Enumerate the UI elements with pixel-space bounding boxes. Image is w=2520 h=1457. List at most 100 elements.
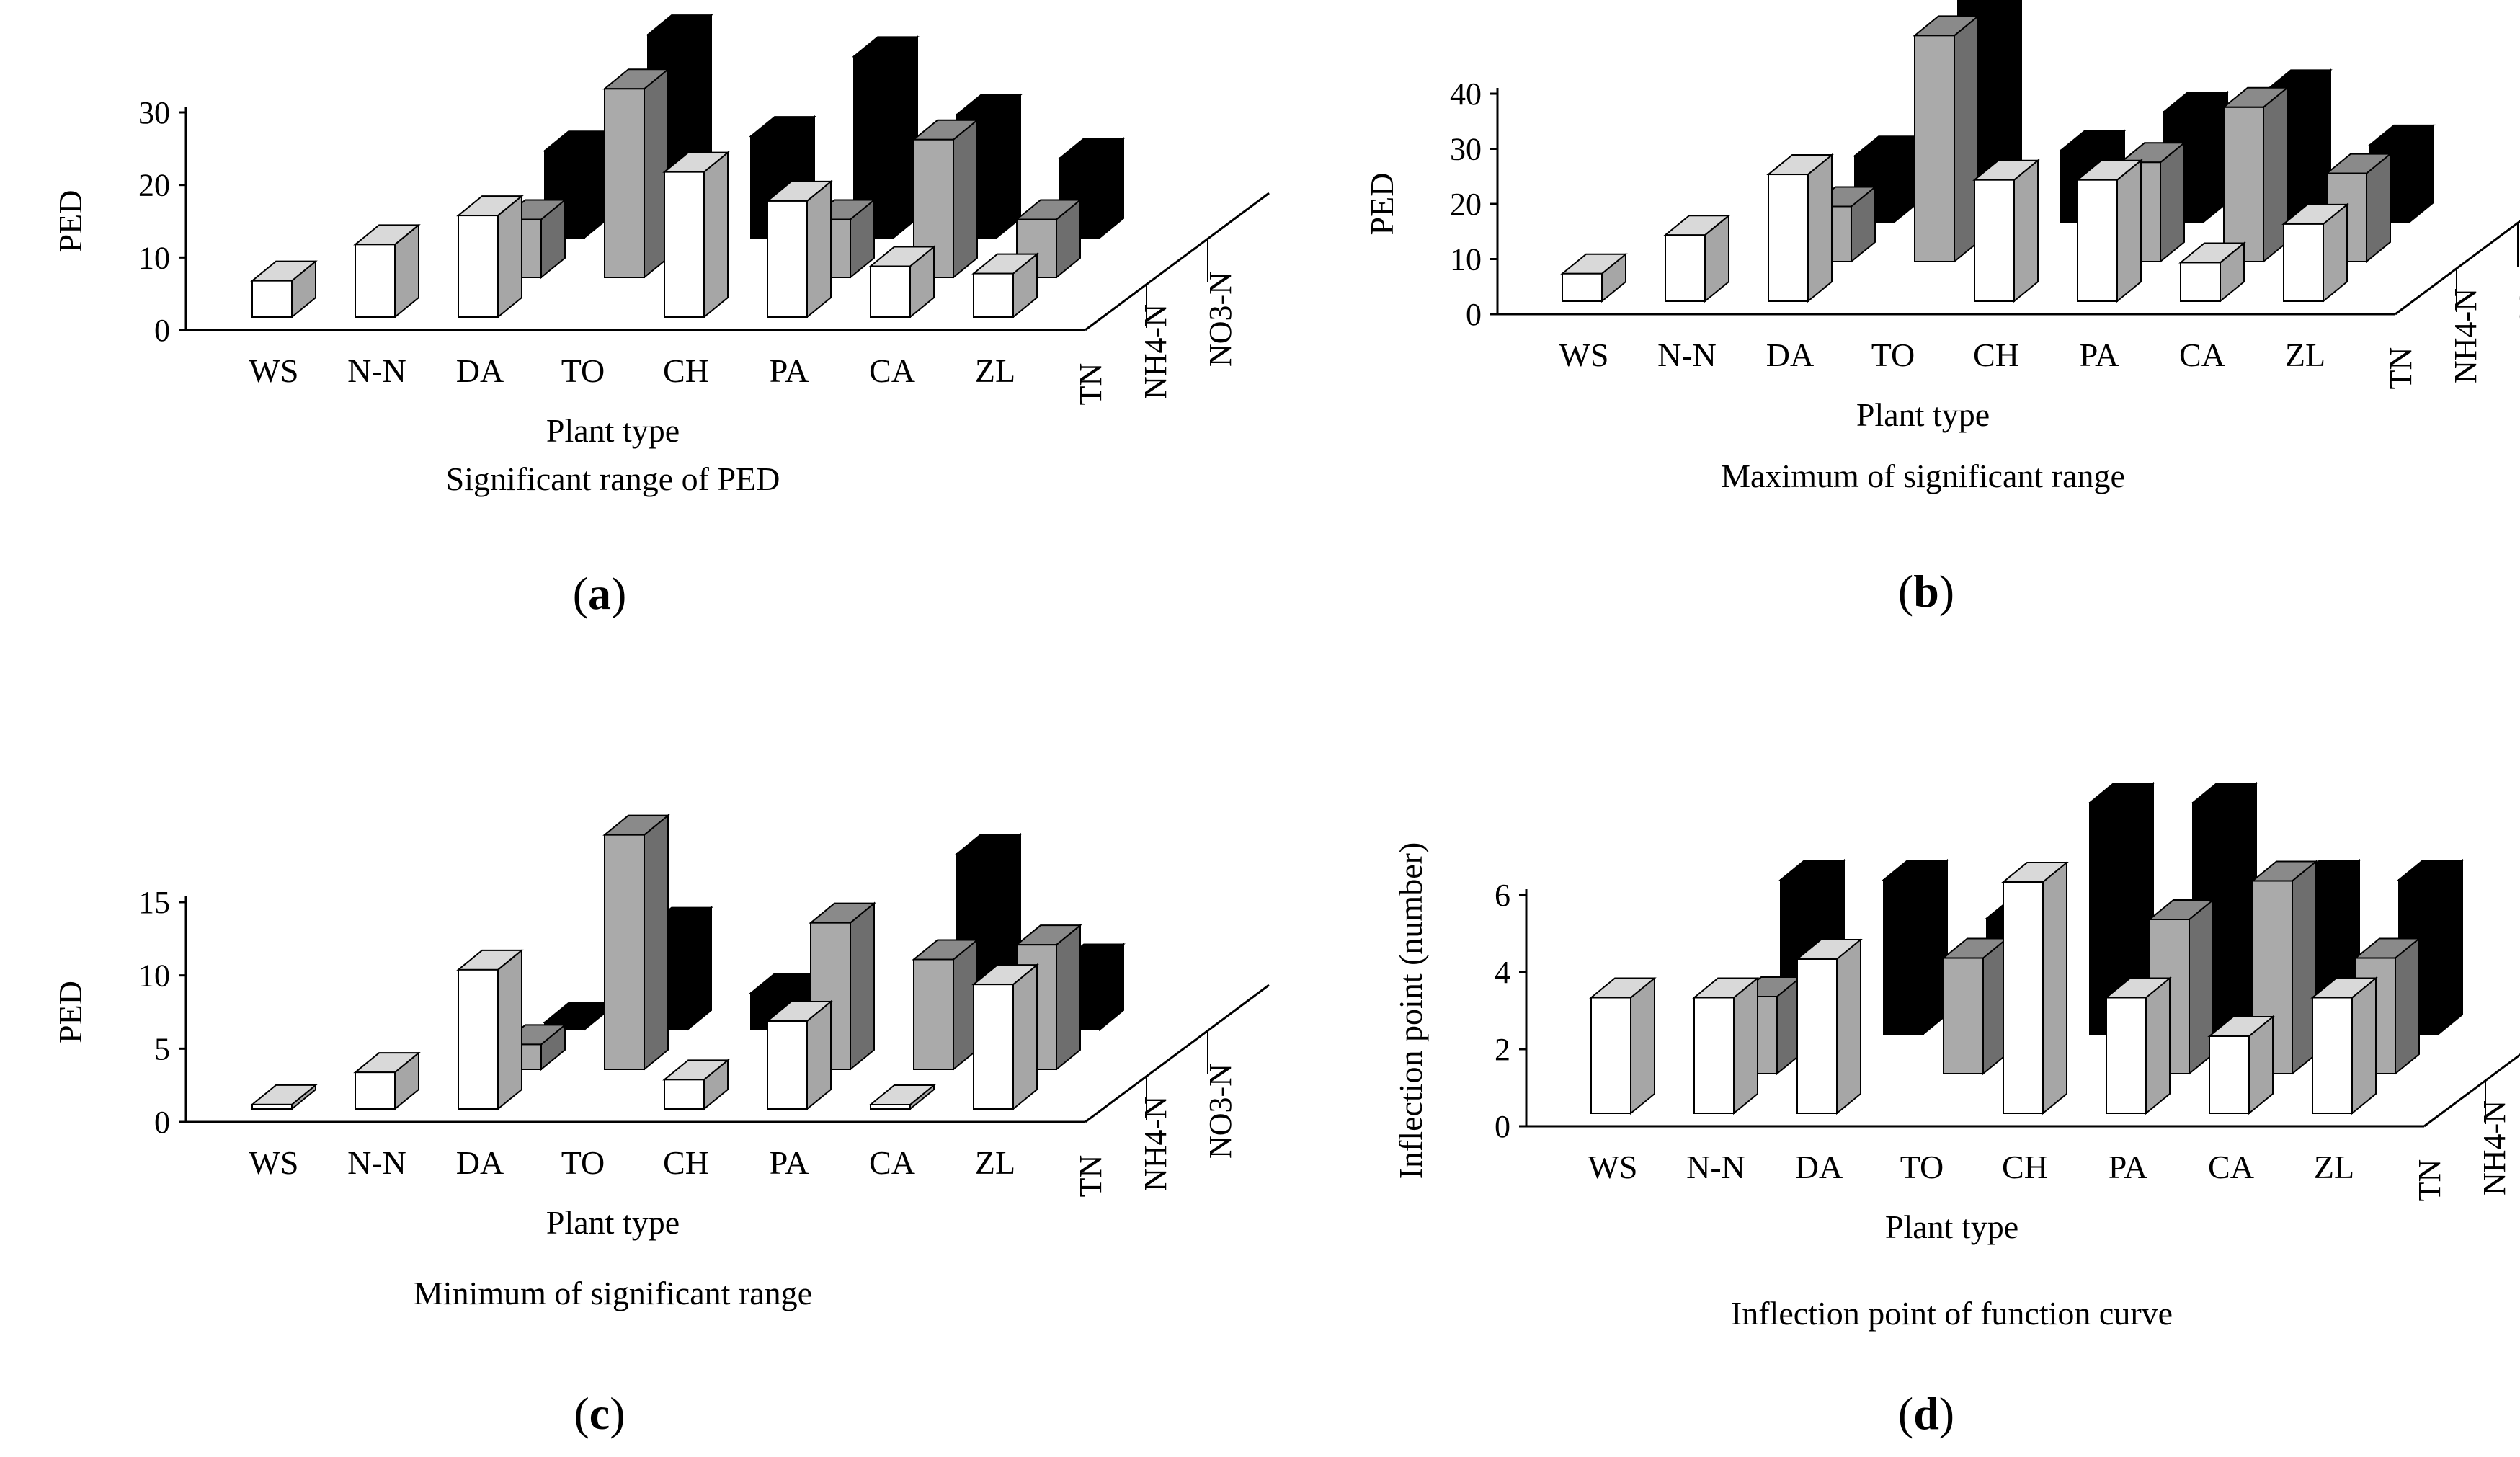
bar-side-face	[687, 906, 712, 1032]
depth-axis-line	[1085, 984, 1270, 1123]
x-tick-label: CH	[663, 352, 709, 389]
panel-label: (a)	[573, 568, 627, 619]
bar-front-face	[1883, 879, 1924, 1035]
bar-tn-ws	[250, 259, 318, 319]
bar-tn-pa	[765, 999, 833, 1111]
bar-tn-ch	[662, 151, 730, 319]
bar-tn-da	[456, 194, 524, 319]
x-axis-label: Plant type	[546, 1204, 680, 1241]
y-axis-label: PED	[52, 190, 89, 253]
bar-front-face	[2077, 179, 2118, 302]
bar-front-face	[1590, 997, 1631, 1114]
x-axis-label: Plant type	[546, 412, 680, 449]
y-tick-label: 10	[1450, 242, 1482, 277]
series-depth-label: TN	[1073, 1155, 1108, 1198]
bar-front-face	[767, 1020, 808, 1110]
y-tick-label: 10	[138, 240, 170, 275]
chart-subtitle: Inflection point of function curve	[1731, 1295, 2173, 1332]
bar-front-face	[870, 265, 911, 318]
bar-side-face	[1733, 976, 1758, 1115]
panel-label: (d)	[1898, 1388, 1954, 1439]
bar-side-face	[1836, 937, 1861, 1115]
bar-front-face	[251, 1103, 293, 1110]
x-tick-label: PA	[2080, 337, 2119, 373]
bar-front-face	[1914, 35, 1955, 262]
bar-side-face	[497, 194, 522, 319]
bar-front-face	[870, 1104, 911, 1110]
bar-front-face	[1974, 179, 2015, 302]
x-axis-label: Plant type	[1885, 1208, 2018, 1245]
y-tick-label: 5	[154, 1031, 170, 1066]
bar-nh4-n-to	[602, 814, 670, 1071]
bar-tn-ca	[2178, 241, 2246, 303]
y-tick-label: 40	[1450, 76, 1482, 112]
bar-tn-ca	[868, 245, 936, 319]
bar-front-face	[1943, 957, 1984, 1074]
y-tick-label: 0	[154, 313, 170, 348]
x-tick-label: N-N	[347, 1144, 406, 1181]
bar-side-face	[2395, 937, 2420, 1076]
x-tick-label: CH	[1973, 337, 2019, 373]
x-tick-label: PA	[2109, 1149, 2148, 1185]
bar-front-face	[251, 280, 293, 318]
chart-panel-a: 0 10 20 30 WS N-N DA TO CH PA CA ZL TN NH4-N NO3-N Plan…	[52, 14, 1270, 619]
x-tick-label: CA	[869, 352, 915, 389]
bar-front-face	[458, 968, 499, 1110]
bar-tn-zl	[971, 252, 1039, 319]
bar-side-face	[2013, 159, 2039, 303]
series-depth-label: TN	[1073, 363, 1108, 406]
bar-front-face	[2312, 997, 2353, 1114]
bar-side-face	[1630, 976, 1655, 1115]
panel-letter: a	[588, 568, 611, 619]
panel-letter: d	[1913, 1388, 1939, 1439]
series-depth-label: NO3-N	[1203, 1064, 1238, 1159]
bar-tn-ws	[250, 1083, 318, 1111]
y-tick-label: 0	[1495, 1109, 1510, 1144]
bar-side-face	[497, 948, 522, 1111]
bar-tn-da	[456, 948, 524, 1111]
bar-side-face	[1056, 924, 1081, 1071]
bar-front-face	[1562, 272, 1603, 302]
bar-side-face	[953, 118, 978, 280]
bar-side-face	[2145, 976, 2171, 1115]
bar-nh4-n-ca	[912, 938, 979, 1071]
panel-label: (c)	[574, 1388, 625, 1439]
bar-tn-ca	[868, 1083, 936, 1111]
bar-nh4-n-zl	[1015, 198, 1082, 280]
bar-nh4-n-to	[1941, 937, 2009, 1076]
bar-front-face	[664, 1079, 705, 1110]
bar-front-face	[1796, 958, 1838, 1114]
series-depth-label: NO3-N	[2513, 256, 2520, 351]
chart-panel-b: 0 10 20 30 40 WS N-N DA TO CH PA CA ZL TN NH4-N NO3-N Pl…	[1363, 0, 2520, 617]
bar-front-face	[2223, 106, 2264, 262]
bar-tn-ws	[1560, 252, 1628, 303]
x-tick-label: DA	[1766, 337, 1814, 373]
bar-tn-ws	[1589, 976, 1657, 1115]
y-axis-label: Inflection point (number)	[1392, 842, 1429, 1180]
bar-nh4-n-to	[602, 68, 670, 280]
y-axis-label: PED	[1363, 173, 1400, 236]
x-tick-label: PA	[770, 352, 809, 389]
series-depth-label: NH4-N	[1138, 1096, 1173, 1191]
y-tick-label: 4	[1495, 955, 1510, 990]
bar-front-face	[767, 200, 808, 318]
bar-front-face	[2180, 262, 2221, 303]
x-axis-label: Plant type	[1856, 396, 1990, 433]
series-depth-label: TN	[2412, 1159, 2447, 1202]
series-depth-label: NO3-N	[1203, 272, 1238, 367]
y-tick-label: 30	[138, 95, 170, 130]
bar-side-face	[2116, 159, 2142, 303]
bar-tn-zl	[971, 963, 1039, 1111]
bar-front-face	[2003, 881, 2044, 1114]
x-tick-label: ZL	[2285, 337, 2325, 373]
bar-tn-ch	[2001, 860, 2069, 1115]
y-tick-label: 20	[138, 168, 170, 203]
bar-front-face	[973, 272, 1014, 318]
bar-side-face	[1807, 153, 1833, 303]
depth-axis-line	[2395, 220, 2520, 316]
bar-nh4-n-ca	[2222, 86, 2289, 264]
panel-letter: b	[1913, 566, 1939, 617]
bar-tn-ch	[1972, 159, 2040, 303]
bar-side-face	[2351, 976, 2377, 1115]
